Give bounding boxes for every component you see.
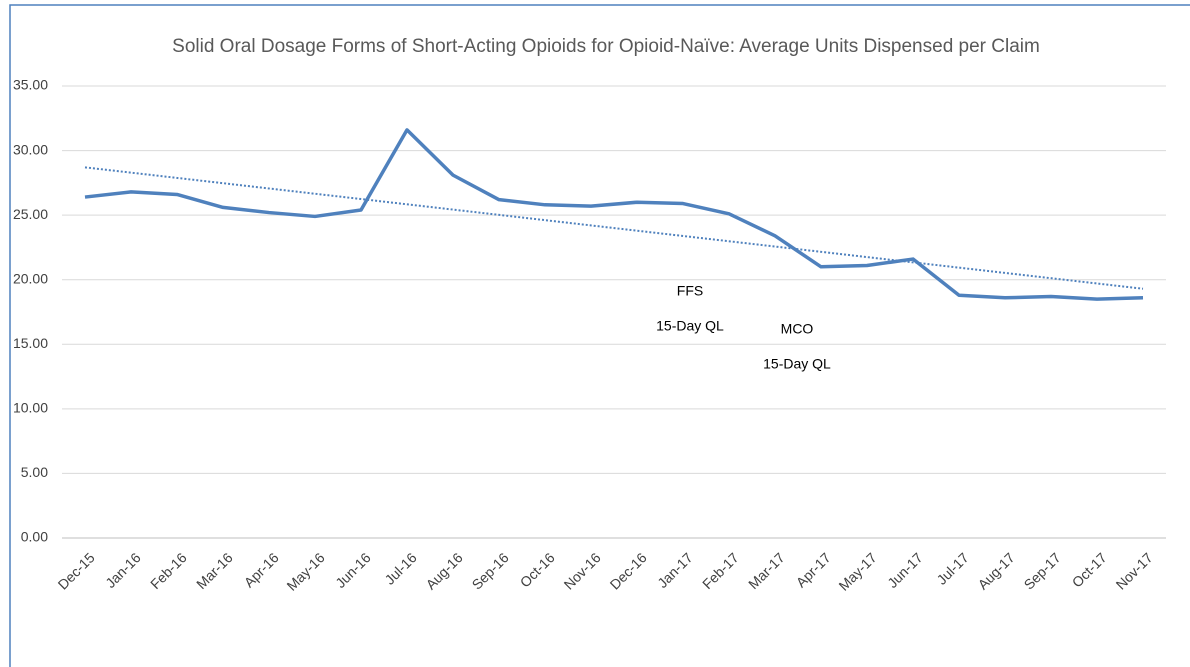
x-tick-label: Jun-17 xyxy=(884,549,926,591)
x-tick-label: May-16 xyxy=(283,549,327,593)
y-tick-label: 30.00 xyxy=(13,141,48,157)
x-tick-label: May-17 xyxy=(835,549,879,593)
x-tick-label: Jan-17 xyxy=(654,549,696,591)
annotation: 15-Day QL xyxy=(763,356,831,372)
x-tick-label: Jan-16 xyxy=(102,549,144,591)
x-tick-label: Jul-17 xyxy=(933,549,971,587)
x-tick-label: Apr-16 xyxy=(241,549,282,590)
x-tick-label: Nov-16 xyxy=(561,549,604,592)
chart-frame xyxy=(9,4,1190,667)
annotation: 15-Day QL xyxy=(656,318,724,334)
chart-title: Solid Oral Dosage Forms of Short-Acting … xyxy=(172,36,1040,57)
annotation: MCO xyxy=(781,321,814,337)
x-tick-label: Mar-16 xyxy=(193,549,236,592)
y-tick-label: 35.00 xyxy=(13,77,48,93)
y-tick-label: 10.00 xyxy=(13,400,48,416)
x-tick-label: Oct-17 xyxy=(1069,549,1110,590)
data-line xyxy=(84,128,1144,301)
x-tick-label: Feb-16 xyxy=(147,549,190,592)
x-tick-label: Jul-16 xyxy=(381,549,419,587)
x-tick-label: Sep-16 xyxy=(468,549,511,592)
y-tick-label: 0.00 xyxy=(21,529,48,545)
x-tick-label: Dec-15 xyxy=(55,549,98,592)
x-tick-label: Dec-16 xyxy=(607,549,650,592)
y-tick-label: 5.00 xyxy=(21,464,48,480)
y-tick-label: 20.00 xyxy=(13,270,48,286)
y-tick-label: 25.00 xyxy=(13,206,48,222)
x-tick-label: Mar-17 xyxy=(745,549,788,592)
x-tick-label: Jun-16 xyxy=(332,549,374,591)
x-tick-label: Aug-17 xyxy=(974,549,1017,592)
x-tick-label: Sep-17 xyxy=(1020,549,1063,592)
x-tick-label: Apr-17 xyxy=(793,549,834,590)
x-tick-label: Nov-17 xyxy=(1113,549,1156,592)
x-tick-label: Aug-16 xyxy=(422,549,465,592)
trend-line xyxy=(84,166,1144,290)
x-tick-label: Feb-17 xyxy=(699,549,742,592)
y-tick-label: 15.00 xyxy=(13,335,48,351)
annotation: FFS xyxy=(677,283,703,299)
x-tick-label: Oct-16 xyxy=(517,549,558,590)
